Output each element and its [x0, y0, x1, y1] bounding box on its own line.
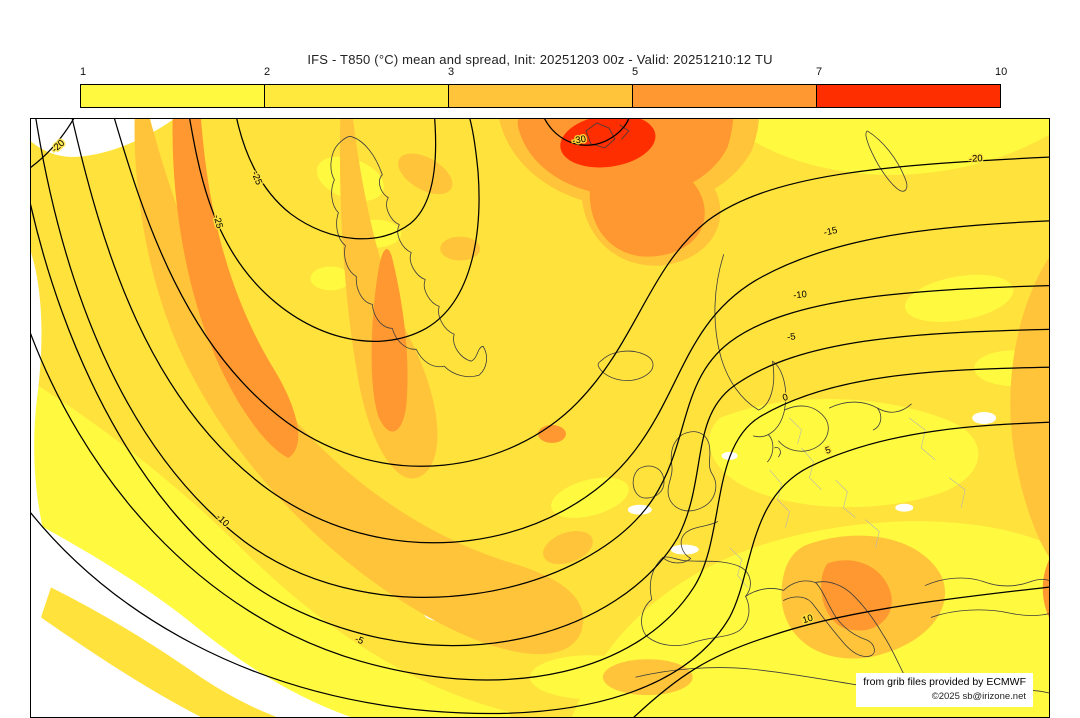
colorbar-tick: 1 [80, 66, 87, 78]
contour-line [31, 119, 75, 168]
weather-map: -20 -25 -25 -30 -20 -15 -10 -5 0 5 10 -1… [30, 118, 1050, 718]
colorbar-segment-2 [265, 85, 449, 107]
contour-label: 0 [781, 392, 789, 404]
contour-label: 5 [824, 445, 832, 457]
svalbard-coastline [585, 122, 630, 149]
contour-label: -5 [787, 331, 797, 343]
contour-line [236, 119, 437, 240]
spread-region [821, 560, 892, 631]
colorbar-segment-4 [633, 85, 817, 107]
contour-line [189, 119, 480, 342]
france-coastline [662, 521, 719, 564]
contour-line [31, 332, 1049, 681]
iceland-coastline [597, 350, 654, 381]
novaya-zemlya-coastline [865, 130, 908, 192]
spread-region [1042, 560, 1049, 618]
map-title: IFS - T850 (°C) mean and spread, Init: 2… [307, 52, 773, 67]
contour-label: -25 [211, 214, 225, 230]
colorbar-tick: 7 [816, 66, 823, 78]
contour-line [113, 119, 1049, 467]
spread-region [40, 587, 277, 717]
spread-region [440, 236, 481, 261]
contour-line [71, 119, 1049, 544]
colorbar-tick: 5 [632, 66, 639, 78]
border-line [801, 447, 822, 490]
colorbar-tick: 10 [995, 66, 1008, 78]
attribution-copyright: ©2025 sb@irizone.net [931, 690, 1026, 702]
colorbar-segment-5 [817, 85, 1000, 107]
ireland-coastline [632, 465, 665, 499]
iberia-coastline [641, 556, 751, 646]
colorbar-ticks: 1 2 3 5 7 10 [80, 66, 1007, 82]
contour-label: -30 [572, 134, 587, 147]
contour-label: -20 [969, 153, 983, 165]
uk-coastline [667, 431, 717, 512]
spread-region [1010, 257, 1049, 557]
contour-label: 10 [801, 613, 814, 627]
contour-line [31, 203, 1049, 647]
spread-region [670, 544, 699, 555]
border-line [865, 519, 880, 548]
spread-region [31, 252, 45, 538]
spread-region [627, 504, 652, 515]
colorbar-segment-1 [81, 85, 265, 107]
border-line [949, 477, 966, 508]
attribution-source: from grib files provided by ECMWF [863, 676, 1026, 689]
contour-line [31, 421, 1049, 715]
contour-label: -15 [823, 225, 839, 239]
contour-line [35, 119, 1049, 598]
spread-7-10-regions [560, 119, 656, 168]
temperature-contours [31, 119, 1049, 717]
spread-region [972, 412, 997, 424]
contour-line [633, 586, 1049, 717]
denmark-coastline [767, 434, 781, 463]
white-sea-coastline [829, 401, 912, 431]
baltic-coastline [778, 405, 829, 452]
colorbar-segment-3 [449, 85, 633, 107]
spread-lt1-regions [31, 119, 997, 717]
greenland-coastline [330, 136, 487, 378]
political-borders [729, 417, 966, 588]
spread-region [172, 119, 299, 458]
spread-region [560, 119, 656, 168]
border-line [769, 469, 790, 528]
spread-region [724, 119, 1049, 175]
spread-region [854, 421, 945, 454]
colorbar-tick: 2 [264, 66, 271, 78]
spread-region [904, 274, 1014, 322]
spread-region [551, 477, 629, 518]
contour-label: -10 [793, 289, 808, 301]
colorbar-tick: 3 [448, 66, 455, 78]
spread-colorbar [80, 84, 1001, 108]
spread-region [538, 424, 566, 443]
spread-region [895, 503, 914, 512]
spread-region [543, 530, 593, 565]
weather-map-svg: -20 -25 -25 -30 -20 -15 -10 -5 0 5 10 -1… [31, 119, 1049, 717]
turkey-coastline [924, 577, 1049, 618]
contour-line [544, 119, 630, 146]
border-line [835, 479, 856, 518]
spread-region [398, 153, 453, 195]
spread-region [310, 266, 351, 291]
border-line [789, 417, 802, 444]
spread-region [589, 155, 705, 257]
spread-region [602, 659, 693, 696]
attribution-box: from grib files provided by ECMWF ©2025 … [856, 673, 1033, 707]
italy-coastline [745, 580, 875, 657]
spread-region [31, 520, 351, 717]
border-line [909, 417, 936, 461]
balkans-coastline [815, 581, 904, 674]
spread-region [134, 119, 584, 655]
